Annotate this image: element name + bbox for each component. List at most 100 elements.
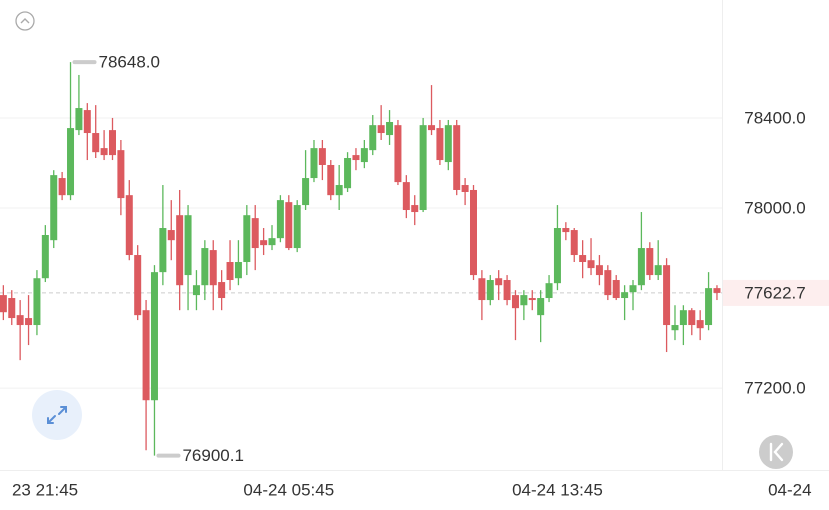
candle-body: [293, 205, 301, 249]
candle-body: [444, 125, 452, 163]
candle-body: [226, 262, 234, 281]
candle-body: [528, 298, 536, 301]
candle-body: [587, 260, 595, 269]
candle-body: [419, 125, 427, 211]
candle-body: [234, 262, 242, 279]
candle-body: [453, 125, 461, 190]
candle-body: [344, 158, 352, 189]
candle-body: [92, 133, 100, 153]
candle-body: [688, 310, 696, 326]
candle-body: [579, 255, 587, 263]
candle-body: [679, 310, 687, 326]
candle-body: [268, 238, 276, 246]
candle-body: [260, 240, 268, 246]
candle-body: [8, 298, 16, 319]
candle-body: [184, 215, 192, 276]
candle-body: [302, 178, 310, 206]
candle-body: [327, 164, 335, 196]
candle-body: [646, 248, 654, 276]
candle-body: [520, 295, 528, 306]
last-price-label: 77622.7: [744, 283, 805, 302]
collapse-button[interactable]: [15, 11, 35, 31]
candle-body: [125, 195, 133, 256]
fullscreen-button[interactable]: [32, 390, 82, 440]
candle-body: [117, 150, 125, 199]
candle-body: [360, 148, 368, 163]
candle-body: [159, 228, 167, 273]
x-tick-label: 04-24 13:45: [512, 480, 603, 499]
candle-body: [469, 189, 477, 276]
candle-body: [386, 122, 394, 136]
candle-body: [545, 283, 553, 299]
candle-body: [100, 148, 108, 156]
candle-body: [604, 270, 612, 296]
y-tick-label: 77200.0: [744, 379, 805, 398]
candle-body: [318, 148, 326, 165]
candle-body: [251, 218, 259, 249]
candle-body: [209, 250, 217, 286]
candle-body: [705, 288, 713, 326]
candle-body: [637, 248, 645, 286]
y-tick-label: 78400.0: [744, 108, 805, 127]
candle-body: [201, 248, 209, 286]
reset-button[interactable]: [759, 435, 793, 469]
candle-body: [570, 230, 578, 256]
x-tick-label: 04-24 05:45: [243, 480, 334, 499]
candle-body: [495, 278, 503, 286]
candle-body: [537, 298, 545, 316]
candle-body: [369, 125, 377, 151]
candle-body: [503, 280, 511, 301]
candle-body: [478, 278, 486, 301]
candle-body: [33, 278, 41, 326]
candle-body: [511, 295, 519, 309]
candle-body: [176, 215, 184, 286]
candle-body: [612, 280, 620, 299]
y-tick-label: 78000.0: [744, 198, 805, 217]
candle-body: [58, 178, 66, 196]
candle-body: [553, 228, 561, 284]
candle-body: [243, 215, 251, 263]
candle-body: [134, 255, 142, 316]
candle-body: [83, 110, 91, 134]
candle-body: [192, 285, 200, 296]
candle-body: [671, 325, 679, 331]
candle-body: [562, 228, 570, 233]
candle-body: [310, 148, 318, 179]
candle-body: [50, 175, 58, 241]
candle-body: [654, 265, 662, 276]
candle-body: [402, 182, 410, 211]
plot: 78400.0 78000.0 77200.0 23 21:45 04-24 05:45…: [0, 53, 829, 499]
candle-body: [436, 128, 444, 161]
candle-body: [486, 280, 494, 301]
candle-body: [428, 125, 436, 131]
candle-body: [377, 125, 385, 134]
candle-body: [629, 285, 637, 293]
candle-body: [41, 235, 49, 279]
candle-body: [276, 200, 284, 239]
candle-body: [663, 265, 671, 326]
candle-body: [25, 318, 33, 326]
candle-body: [142, 310, 150, 401]
candle-body: [696, 320, 704, 329]
candle-body: [16, 315, 24, 326]
candle-body: [75, 108, 83, 131]
last-price-tag: [723, 279, 829, 306]
candle-body: [0, 295, 7, 313]
candle-body: [461, 185, 469, 193]
candle-body: [595, 265, 603, 276]
candle-body: [150, 272, 158, 401]
x-tick-label: 04-24: [768, 480, 811, 499]
candle-body: [67, 128, 75, 196]
extreme-label: 78648.0: [99, 53, 160, 72]
candle-body: [167, 230, 175, 241]
extreme-label: 76900.1: [182, 446, 243, 465]
candle-body: [411, 205, 419, 213]
candle-body: [218, 282, 226, 299]
candle-body: [285, 202, 293, 249]
candle-body: [713, 288, 721, 293]
candle-body: [108, 130, 116, 156]
candle-body: [621, 292, 629, 299]
